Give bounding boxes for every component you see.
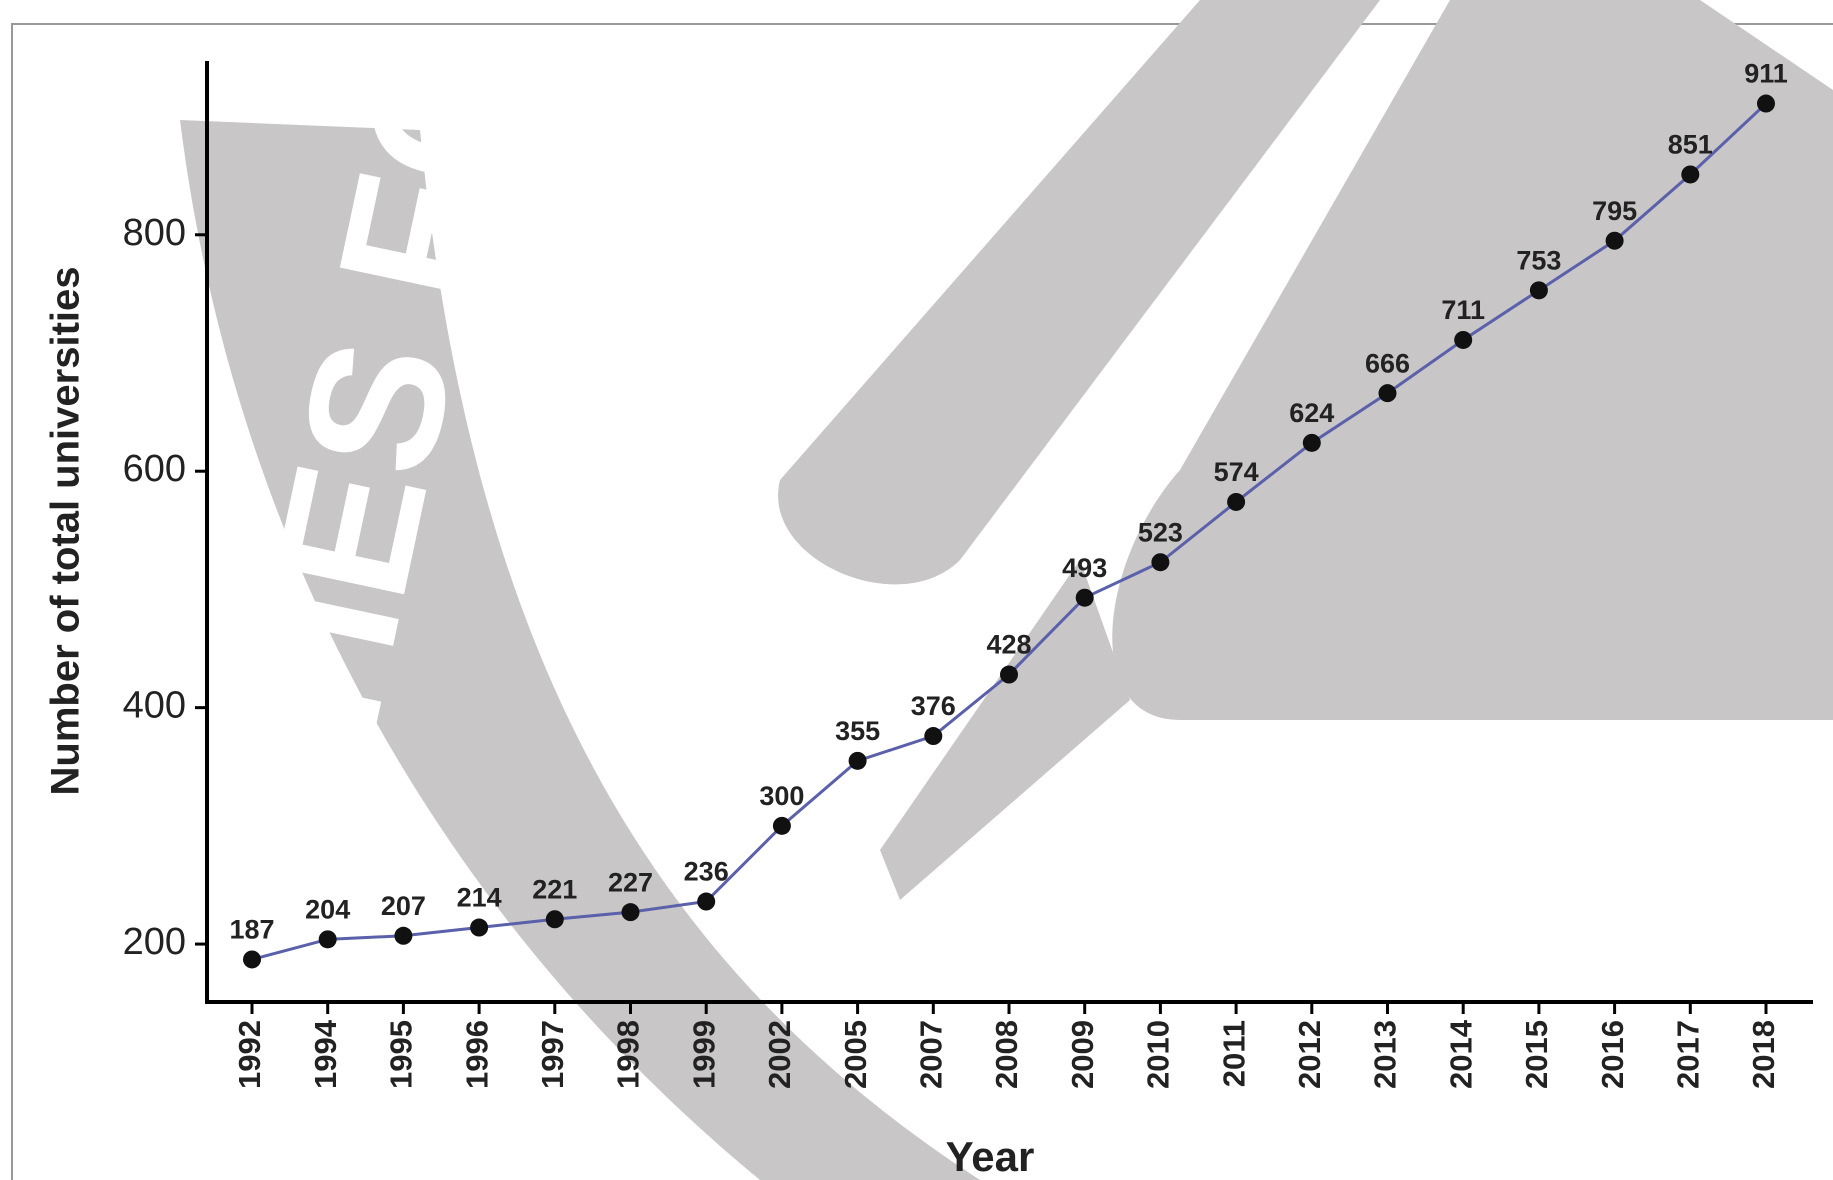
x-tick-label: 2011	[1216, 1020, 1251, 1087]
x-tick-label: 2010	[1141, 1020, 1176, 1089]
point	[1378, 384, 1397, 403]
x-tick-label: 2009	[1065, 1020, 1100, 1089]
watermark-shapes	[180, 0, 1833, 1180]
data-label: 204	[305, 894, 350, 924]
point	[1151, 553, 1170, 572]
point	[697, 892, 716, 911]
data-label: 300	[759, 781, 804, 811]
x-axis-title: Year	[946, 1133, 1035, 1180]
x-tick-label: 2015	[1519, 1020, 1554, 1089]
point	[545, 910, 564, 929]
x-tick-label: 2014	[1443, 1019, 1478, 1089]
point	[1075, 588, 1094, 607]
data-label: 207	[381, 891, 426, 921]
point	[621, 903, 640, 922]
data-label: 911	[1744, 59, 1788, 89]
y-tick-label: 400	[123, 685, 186, 727]
data-label: 574	[1214, 457, 1259, 487]
x-tick-label: 1999	[686, 1020, 721, 1089]
point	[394, 926, 413, 945]
data-label: 214	[457, 883, 502, 913]
point	[243, 950, 261, 969]
y-axis-title: Number of total universities	[44, 267, 88, 796]
data-label: 666	[1365, 348, 1410, 378]
data-label: 711	[1441, 295, 1485, 325]
x-tick-label: 2016	[1595, 1020, 1630, 1089]
data-label: 795	[1592, 196, 1637, 226]
data-label: 355	[835, 716, 880, 746]
y-tick-label: 200	[123, 921, 186, 963]
x-tick-label: 1995	[384, 1020, 419, 1089]
point	[1681, 165, 1700, 184]
x-tick-label: 2008	[989, 1020, 1024, 1089]
x-tick-label: 2017	[1670, 1020, 1705, 1089]
data-label: 624	[1289, 398, 1334, 428]
x-tick-label: 2013	[1368, 1020, 1403, 1089]
data-label: 523	[1138, 517, 1183, 547]
point	[318, 930, 337, 949]
x-tick-label: 1992	[232, 1020, 267, 1089]
point	[1227, 492, 1246, 511]
data-label: 227	[608, 867, 653, 897]
x-tick-label: 2002	[762, 1020, 797, 1089]
data-label: 753	[1516, 245, 1561, 275]
point	[1454, 330, 1473, 349]
data-label: 851	[1668, 130, 1713, 160]
data-label: 236	[684, 857, 729, 887]
data-label: 493	[1062, 553, 1107, 583]
point	[848, 751, 867, 770]
y-tick-label: 800	[123, 212, 186, 254]
x-tick-label: 1997	[535, 1020, 570, 1089]
x-tick-label: 1996	[459, 1020, 494, 1089]
point	[1000, 665, 1018, 684]
point	[1605, 231, 1624, 250]
point	[772, 816, 791, 835]
x-tick-label: 2005	[838, 1020, 873, 1089]
data-label: 221	[532, 874, 577, 904]
x-tick-label: 1994	[308, 1019, 343, 1089]
point	[924, 727, 943, 746]
point	[470, 918, 489, 937]
point	[1302, 433, 1321, 452]
y-tick-label: 600	[123, 448, 186, 490]
x-tick-label: 2018	[1746, 1020, 1781, 1089]
point	[1757, 94, 1775, 113]
data-label: 376	[911, 691, 956, 721]
x-tick-label: 1998	[611, 1020, 646, 1089]
x-tick-label: 2007	[913, 1020, 948, 1089]
data-label: 428	[986, 630, 1031, 660]
data-label: 187	[229, 915, 274, 945]
point	[1529, 281, 1548, 300]
x-tick-label: 2012	[1292, 1020, 1327, 1089]
